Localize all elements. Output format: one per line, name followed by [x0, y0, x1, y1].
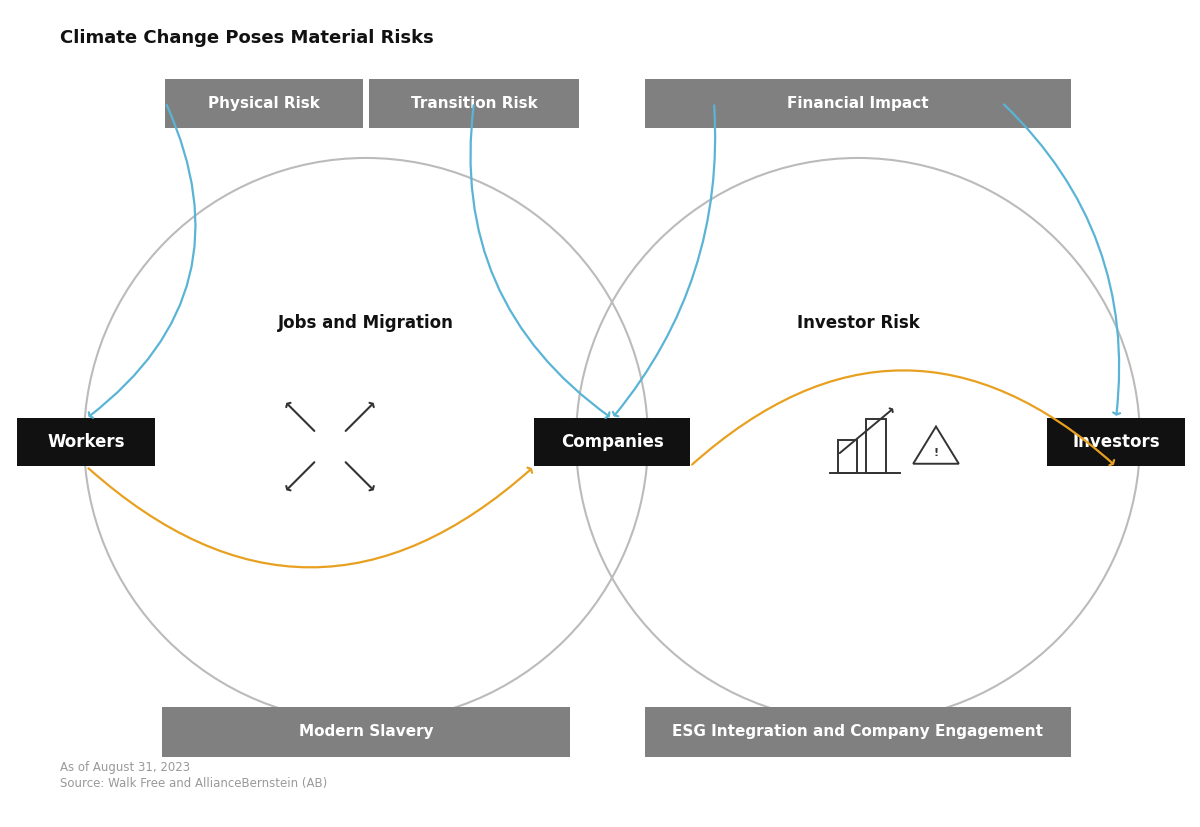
Text: Companies: Companies: [560, 433, 664, 452]
Bar: [838, 440, 857, 473]
Bar: [17, 418, 156, 466]
Bar: [1046, 418, 1186, 466]
Bar: [534, 418, 690, 466]
Bar: [646, 707, 1072, 757]
Text: Physical Risk: Physical Risk: [208, 96, 320, 111]
Text: Workers: Workers: [48, 433, 125, 452]
Text: Financial Impact: Financial Impact: [787, 96, 929, 111]
Text: Investor Risk: Investor Risk: [797, 313, 919, 332]
Text: !: !: [934, 448, 938, 458]
Text: Transition Risk: Transition Risk: [410, 96, 538, 111]
Bar: [370, 79, 580, 128]
Text: Source: Walk Free and AllianceBernstein (AB): Source: Walk Free and AllianceBernstein …: [60, 777, 328, 791]
Text: As of August 31, 2023: As of August 31, 2023: [60, 761, 190, 774]
Text: Jobs and Migration: Jobs and Migration: [278, 313, 454, 332]
Bar: [866, 419, 886, 473]
Text: Climate Change Poses Material Risks: Climate Change Poses Material Risks: [60, 29, 433, 47]
Text: Investors: Investors: [1072, 433, 1160, 452]
Bar: [166, 79, 364, 128]
Bar: [646, 79, 1072, 128]
Text: Modern Slavery: Modern Slavery: [299, 724, 433, 739]
Text: ESG Integration and Company Engagement: ESG Integration and Company Engagement: [672, 724, 1044, 739]
Bar: [162, 707, 570, 757]
